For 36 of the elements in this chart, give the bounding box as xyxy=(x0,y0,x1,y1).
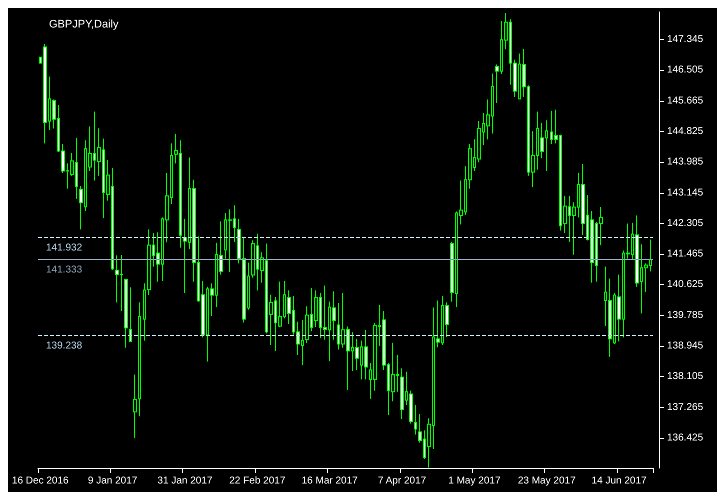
x-tick-label: 31 Jan 2017 xyxy=(157,476,213,486)
y-tick-label: 146.505 xyxy=(667,64,704,76)
y-tick-label: 138.105 xyxy=(667,371,704,382)
x-tick-label: 9 Jan 2017 xyxy=(88,476,138,486)
y-tick-label: 136.425 xyxy=(667,432,704,444)
candlestick xyxy=(364,330,368,380)
candlestick xyxy=(400,368,404,420)
ref-line-label: 141.333 xyxy=(46,264,83,276)
candlestick xyxy=(228,208,232,273)
y-tick-label: 142.305 xyxy=(667,218,704,229)
candlestick xyxy=(124,278,128,348)
x-tick-label: 14 Jun 2017 xyxy=(592,476,648,486)
x-tick-label: 7 Apr 2017 xyxy=(378,476,427,486)
y-tick-label: 138.945 xyxy=(667,340,704,352)
y-tick-label: 139.785 xyxy=(667,310,704,321)
candlestick xyxy=(129,286,132,342)
y-tick-label: 137.265 xyxy=(667,402,704,413)
x-tick-label: 16 Mar 2017 xyxy=(302,476,358,486)
y-tick-label: 140.625 xyxy=(667,279,704,290)
y-tick-label: 143.985 xyxy=(667,156,704,168)
x-tick-label: 16 Dec 2016 xyxy=(12,476,70,486)
y-tick-label: 143.145 xyxy=(667,187,704,198)
y-tick-label: 141.465 xyxy=(667,248,704,260)
x-tick-label: 1 May 2017 xyxy=(448,476,501,486)
y-tick-label: 147.345 xyxy=(667,34,704,46)
candlestick xyxy=(43,44,47,144)
x-tick-label: 23 May 2017 xyxy=(518,476,576,486)
candlestick xyxy=(414,404,417,435)
text: GBPJPY,Daily xyxy=(49,18,119,30)
ref-line-label: 139.238 xyxy=(46,340,83,352)
y-tick-label: 144.825 xyxy=(667,126,704,137)
candlestick xyxy=(138,302,141,417)
x-tick-label: 22 Feb 2017 xyxy=(229,476,286,486)
candlestick xyxy=(133,374,137,438)
y-tick-label: 145.665 xyxy=(667,95,704,106)
ref-line-label: 141.932 xyxy=(46,242,83,254)
